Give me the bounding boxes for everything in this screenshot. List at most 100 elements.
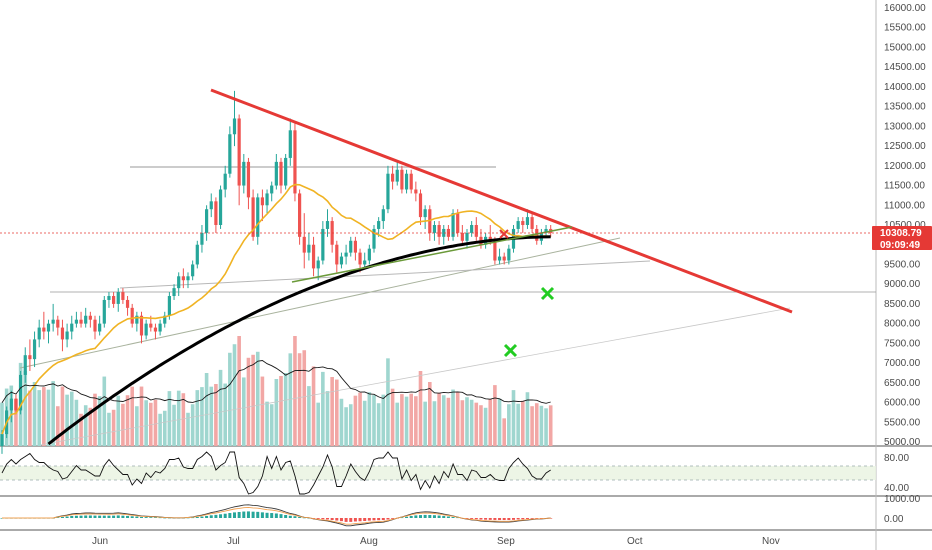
- volume-bar: [232, 344, 237, 446]
- volume-bar: [107, 412, 111, 446]
- volume-bar: [186, 412, 190, 446]
- volume-bar: [116, 395, 121, 446]
- candle-body: [28, 355, 32, 360]
- candle-body: [316, 260, 320, 269]
- volume-bar: [65, 394, 69, 446]
- candle-body: [381, 209, 385, 222]
- macd-histogram-bar: [381, 518, 385, 521]
- candle-body: [205, 209, 209, 233]
- macd-histogram-bar: [298, 517, 302, 518]
- volume-bar: [176, 390, 181, 446]
- macd-histogram-bar: [456, 517, 460, 519]
- volume-bar: [195, 390, 200, 446]
- volume-bar: [423, 401, 427, 446]
- volume-bar: [325, 391, 330, 446]
- candle-body: [98, 323, 102, 332]
- macd-histogram-bar: [93, 515, 97, 518]
- candle-body: [363, 260, 367, 265]
- volume-bar: [465, 397, 469, 446]
- volume-bar: [0, 402, 4, 446]
- volume-bar: [390, 388, 395, 446]
- macd-histogram-bar: [288, 515, 292, 518]
- macd-histogram-bar: [116, 515, 120, 518]
- candle-body: [525, 217, 530, 225]
- candle-body: [102, 299, 106, 324]
- macd-histogram-bar: [135, 516, 139, 518]
- last-price-tag: [872, 226, 932, 250]
- macd-tick-1000: 1000.00: [884, 494, 921, 505]
- macd-histogram-bar: [79, 515, 83, 518]
- macd-histogram-bar: [367, 518, 371, 521]
- volume-bar: [307, 386, 311, 446]
- volume-bar: [51, 381, 55, 446]
- volume-bar: [158, 413, 162, 446]
- macd-histogram-bar: [279, 514, 283, 518]
- macd-histogram-bar: [70, 516, 74, 518]
- macd-histogram-bar: [432, 515, 436, 518]
- macd-histogram-bar: [130, 516, 134, 518]
- candle-body: [223, 173, 227, 190]
- macd-histogram-bar: [121, 515, 125, 518]
- macd-histogram-bar: [98, 515, 102, 518]
- cross-marker-red: [499, 229, 509, 239]
- volume-bar: [274, 379, 279, 446]
- candle-body: [344, 252, 348, 257]
- candle-body: [335, 244, 339, 265]
- volume-bar: [511, 390, 516, 446]
- macd-histogram-bar: [163, 517, 167, 519]
- candle-body: [242, 161, 246, 186]
- time-label-aug: Aug: [360, 536, 378, 547]
- rsi-band: [0, 466, 876, 480]
- rsi-line: [1, 451, 551, 495]
- volume-bar: [79, 413, 83, 446]
- candle-body: [112, 296, 116, 304]
- macd-histogram-bar: [237, 511, 241, 518]
- time-label-jun: Jun: [92, 536, 108, 547]
- candle-body: [237, 118, 241, 186]
- candle-body: [228, 134, 232, 174]
- price-tick-label: 6000.00: [884, 398, 921, 409]
- macd-histogram-bar: [158, 517, 162, 519]
- target-marker-upper: [540, 286, 555, 301]
- candle-body: [311, 244, 316, 269]
- volume-bar: [395, 402, 400, 446]
- macd-histogram-bar: [479, 518, 483, 520]
- price-tick-label: 11000.00: [884, 200, 925, 211]
- volume-bar: [260, 376, 265, 446]
- last-price-value: 10308.79: [880, 228, 922, 239]
- macd-histogram-bar: [516, 518, 520, 520]
- candle-body: [507, 248, 511, 261]
- macd-histogram-bar: [498, 518, 502, 521]
- macd-histogram-bar: [293, 516, 297, 518]
- volume-bar: [102, 376, 107, 446]
- macd-histogram-bar: [349, 518, 353, 522]
- macd-tick-0: 0.00: [884, 514, 904, 525]
- macd-histogram-bar: [451, 516, 455, 518]
- price-tick-label: 14000.00: [884, 82, 926, 93]
- candle-body: [404, 173, 409, 190]
- macd-histogram-bar: [386, 518, 390, 520]
- volume-bar: [60, 386, 65, 446]
- volume-bar: [167, 391, 172, 446]
- price-tick-label: 13000.00: [884, 121, 926, 132]
- volume-bar: [497, 398, 502, 446]
- macd-histogram-bar: [228, 513, 232, 518]
- time-axis: Jun Jul Aug Sep Oct Nov: [92, 536, 780, 547]
- rising-trend-line-lower: [39, 307, 791, 446]
- macd-histogram-bar: [400, 517, 404, 519]
- macd-histogram-bar: [465, 518, 469, 519]
- macd-histogram-bar: [488, 518, 492, 520]
- macd-histogram-bar: [251, 511, 255, 518]
- volume-bar: [460, 400, 465, 446]
- volume-bar: [455, 392, 460, 446]
- candle-body: [23, 355, 27, 375]
- descending-trend-line: [210, 88, 793, 314]
- macd-histogram-bar: [126, 515, 130, 518]
- volume-bar: [358, 392, 362, 446]
- candle-body: [530, 217, 534, 229]
- volume-bar: [297, 353, 302, 446]
- macd-histogram-bar: [326, 518, 329, 520]
- candle-body: [32, 339, 37, 360]
- volume-bar: [386, 358, 390, 446]
